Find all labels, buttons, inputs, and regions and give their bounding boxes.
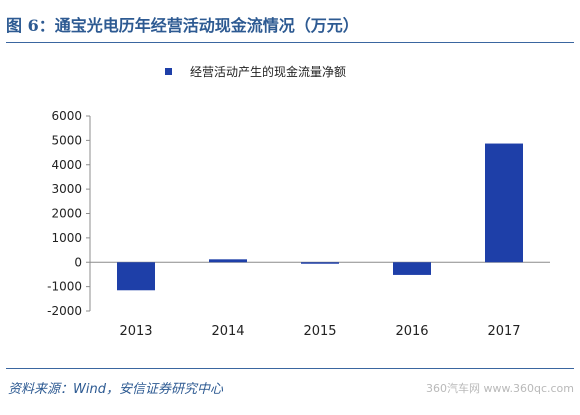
x-tick-label: 2017	[487, 324, 520, 339]
x-tick-label: 2015	[303, 324, 336, 339]
y-tick-label: 5000	[51, 133, 82, 147]
y-tick-label: 3000	[51, 182, 82, 196]
bar-2015	[301, 262, 339, 264]
y-tick-label: 2000	[51, 207, 82, 221]
footer-divider	[6, 368, 574, 369]
x-tick-label: 2016	[395, 324, 428, 339]
title-divider	[6, 42, 574, 43]
y-tick-label: 6000	[51, 109, 82, 123]
y-tick-label: 0	[74, 255, 82, 269]
bar-2016	[393, 262, 431, 275]
figure-title: 图 6：通宝光电历年经营活动现金流情况（万元）	[6, 16, 359, 35]
x-tick-label: 2014	[211, 324, 244, 339]
bar-2017	[485, 143, 523, 263]
site-watermark: 360汽车网 www.360qc.com	[426, 382, 574, 395]
bar-2013	[117, 262, 155, 291]
y-tick-label: -1000	[47, 280, 82, 294]
y-tick-label: 4000	[51, 158, 82, 172]
bar-2014	[209, 259, 247, 263]
y-tick-label: -2000	[47, 304, 82, 318]
legend-swatch	[165, 68, 172, 75]
x-tick-label: 2013	[119, 324, 152, 339]
legend-label: 经营活动产生的现金流量净额	[190, 64, 346, 79]
source-note: 资料来源：Wind，安信证券研究中心	[8, 382, 223, 397]
y-tick-label: 1000	[51, 231, 82, 245]
